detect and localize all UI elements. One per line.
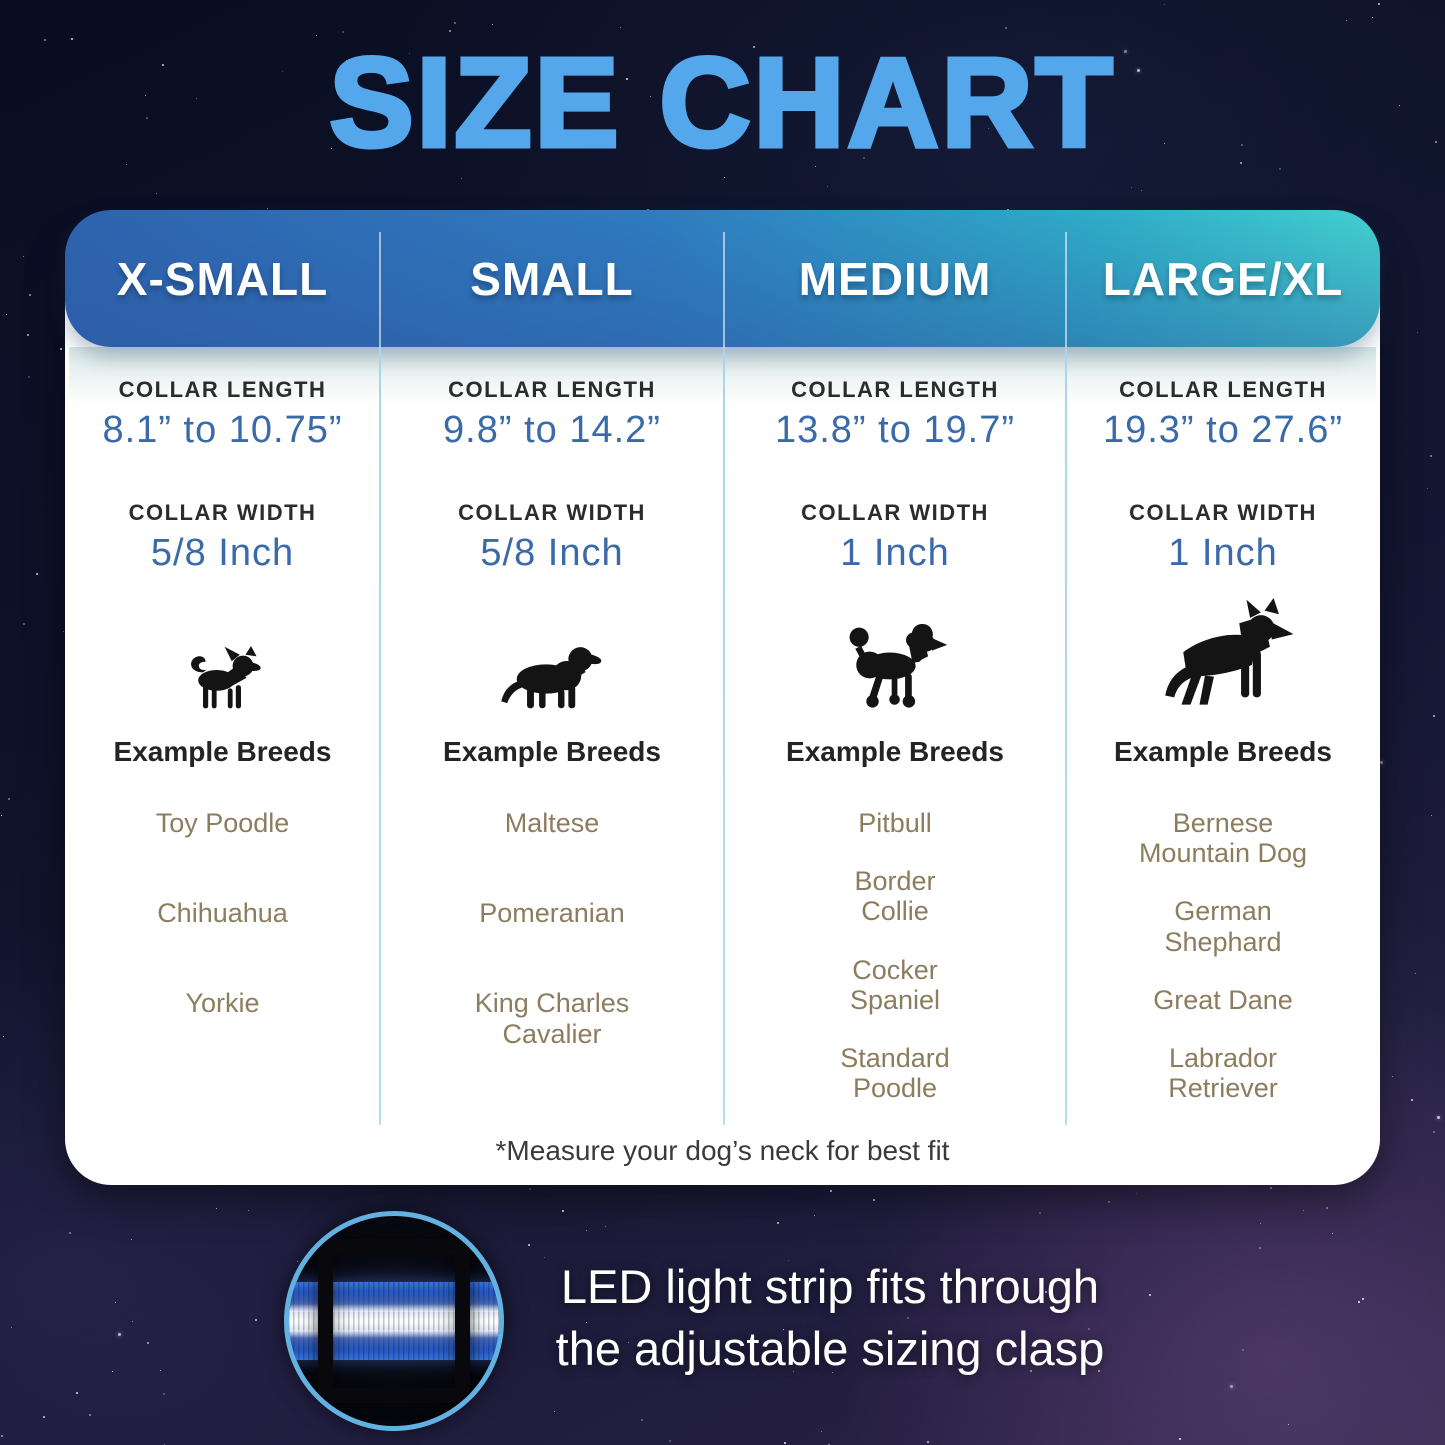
measure-footnote: *Measure your dog’s neck for best fit: [495, 1135, 950, 1166]
breed-item: Bernese Mountain Dog: [1138, 808, 1308, 869]
breed-item: Pomeranian: [479, 898, 625, 929]
example-breeds-heading: Example Breeds: [443, 736, 661, 767]
collar-length-value: 8.1” to 10.75”: [102, 409, 343, 451]
callout-line-2: the adjustable sizing clasp: [555, 1322, 1105, 1375]
header-shadow-tint: [69, 347, 1376, 405]
breeds-list: Pitbull Border Collie Cocker Spaniel Sta…: [840, 808, 950, 1104]
breeds-list: Toy Poodle Chihuahua Yorkie: [156, 808, 290, 1019]
german-shepherd-icon: [1165, 598, 1294, 705]
sizing-clasp: [318, 1239, 470, 1403]
example-breeds-heading: Example Breeds: [113, 736, 332, 767]
column-small: COLLAR LENGTH 9.8” to 14.2” COLLAR WIDTH…: [380, 347, 724, 1104]
column-divider: [1065, 232, 1067, 1125]
dog-icon-box: [496, 598, 608, 710]
size-columns: COLLAR LENGTH 8.1” to 10.75” COLLAR WIDT…: [65, 347, 1380, 1104]
collar-length-value: 13.8” to 19.7”: [774, 409, 1016, 451]
breed-item: Maltese: [504, 808, 600, 838]
column-header-largexl: LARGE/XL: [1102, 252, 1344, 305]
poodle-icon: [849, 623, 947, 708]
collar-width-label: COLLAR WIDTH: [1129, 500, 1317, 525]
breed-item: Standard Poodle: [840, 1043, 950, 1104]
collar-width-value: 1 Inch: [840, 532, 950, 574]
collar-width-label: COLLAR WIDTH: [458, 500, 646, 525]
dog-icon-box: [179, 598, 267, 710]
chihuahua-icon: [190, 646, 261, 709]
column-xsmall: COLLAR LENGTH 8.1” to 10.75” COLLAR WIDT…: [65, 347, 380, 1104]
breeds-list: Maltese Pomeranian King Charles Cavalier: [475, 808, 630, 1049]
collar-width-value: 5/8 Inch: [480, 532, 624, 574]
breed-item: Great Dane: [1153, 984, 1293, 1015]
collar-width-label: COLLAR WIDTH: [801, 500, 989, 525]
collar-width-value: 1 Inch: [1168, 532, 1278, 574]
collar-length-label: COLLAR LENGTH: [791, 377, 999, 402]
breed-item: Border Collie: [854, 866, 936, 927]
breed-item: Labrador Retriever: [1168, 1043, 1278, 1104]
example-breeds-heading: Example Breeds: [1114, 736, 1332, 767]
cavalier-spaniel-icon: [501, 647, 602, 709]
example-breeds-heading: Example Breeds: [786, 736, 1004, 767]
led-callout-text: LED light strip fits through the adjusta…: [520, 1256, 1140, 1380]
collar-length-label: COLLAR LENGTH: [118, 377, 327, 402]
callout-line-1: LED light strip fits through: [560, 1260, 1100, 1313]
breed-item: Chihuahua: [157, 898, 288, 929]
collar-width-value: 5/8 Inch: [150, 532, 295, 574]
breed-item: Cocker Spaniel: [849, 954, 941, 1015]
column-medium: COLLAR LENGTH 13.8” to 19.7” COLLAR WIDT…: [724, 347, 1066, 1104]
breeds-list: Bernese Mountain Dog German Shephard Gre…: [1139, 808, 1307, 1104]
dog-icon-box: [838, 598, 953, 710]
dog-icon-box: [1147, 598, 1299, 710]
breed-item: Toy Poodle: [155, 808, 290, 838]
column-header-small: SMALL: [470, 252, 634, 305]
collar-length-label: COLLAR LENGTH: [1119, 377, 1327, 402]
collar-length-value: 9.8” to 14.2”: [443, 409, 661, 451]
size-header-row: X-SMALL SMALL MEDIUM LARGE/XL: [65, 210, 1380, 347]
collar-clasp-photo: [284, 1211, 504, 1431]
column-largexl: COLLAR LENGTH 19.3” to 27.6” COLLAR WIDT…: [1066, 347, 1380, 1104]
column-header-xsmall: X-SMALL: [116, 252, 329, 305]
collar-length-value: 19.3” to 27.6”: [1102, 409, 1344, 451]
breed-item: Yorkie: [185, 988, 260, 1019]
collar-length-label: COLLAR LENGTH: [448, 377, 656, 402]
collar-width-label: COLLAR WIDTH: [128, 500, 317, 525]
size-chart-card: X-SMALL SMALL MEDIUM LARGE/XL COLLAR LEN…: [65, 210, 1380, 1185]
breed-item: King Charles Cavalier: [474, 988, 630, 1049]
breed-item: Pitbull: [858, 808, 932, 838]
breed-item: German Shephard: [1164, 896, 1282, 957]
column-header-medium: MEDIUM: [798, 252, 992, 305]
page-title: SIZE CHART: [327, 30, 1116, 176]
column-divider: [723, 232, 725, 1125]
column-divider: [379, 232, 381, 1125]
